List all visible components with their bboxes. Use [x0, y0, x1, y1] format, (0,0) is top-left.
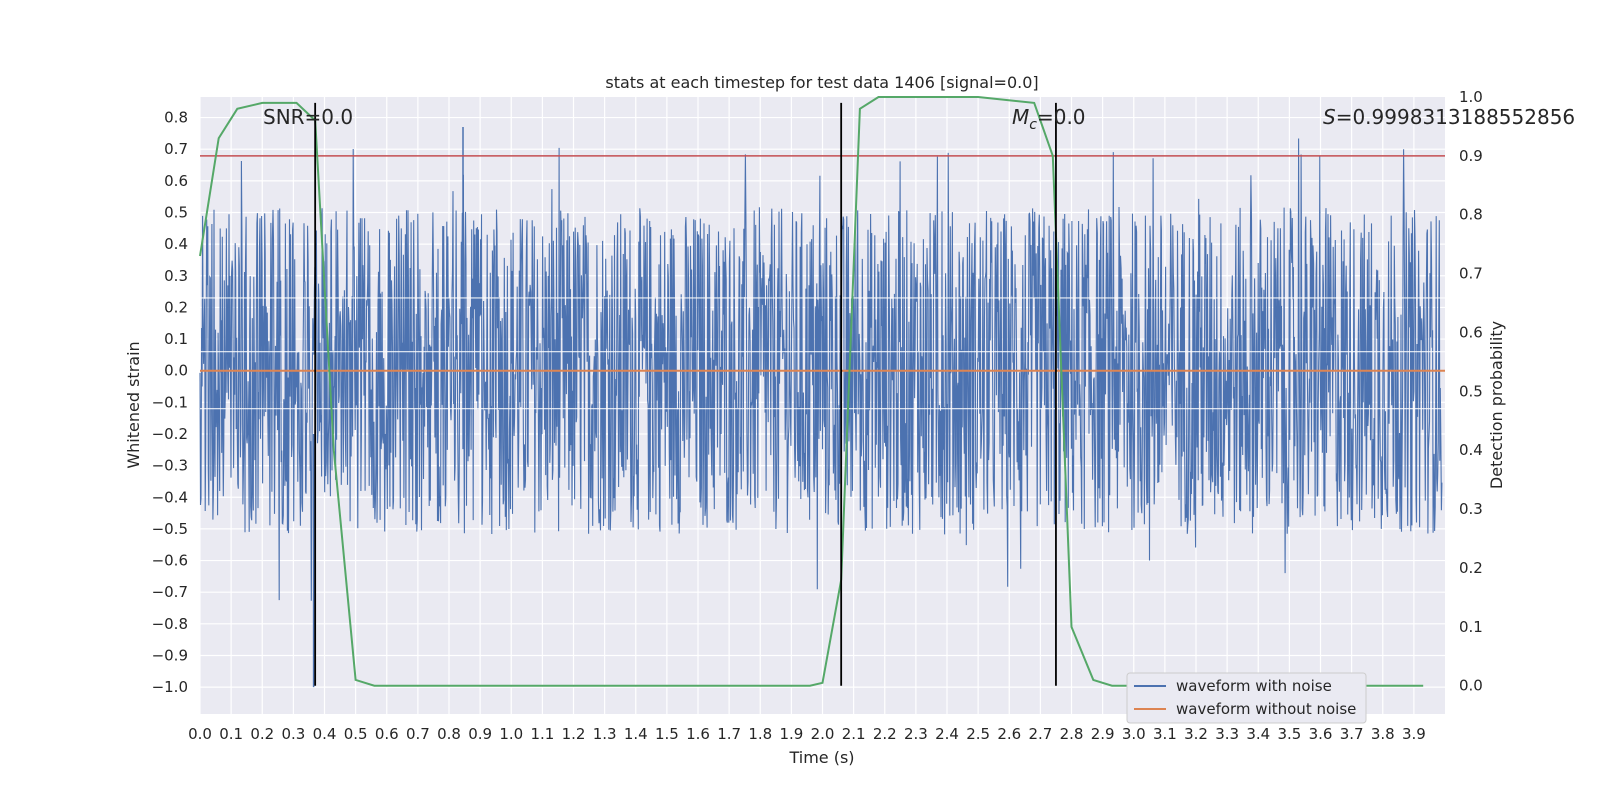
x-tick-label: 2.9 — [1091, 725, 1115, 743]
y-tick-label: 0.4 — [164, 235, 188, 253]
x-tick-label: 3.1 — [1153, 725, 1177, 743]
y-tick-label: 0.3 — [164, 267, 188, 285]
x-tick-label: 0.9 — [468, 725, 492, 743]
x-axis-ticks: 0.0 0.1 0.2 0.3 0.4 0.5 0.6 0.7 0.8 0.9 1.0 1.1 1.2 1… — [188, 725, 1426, 743]
legend: waveform with noise waveform without noi… — [1126, 672, 1367, 724]
x-tick-label: 2.5 — [966, 725, 990, 743]
legend-label-without-noise: waveform without noise — [1176, 700, 1356, 718]
x-tick-label: 1.3 — [593, 725, 617, 743]
y2-tick-label: 0.1 — [1459, 618, 1483, 636]
x-tick-label: 1.4 — [624, 725, 648, 743]
y-tick-label: 0.8 — [164, 109, 188, 127]
y2-tick-label: 0.6 — [1459, 323, 1483, 341]
x-tick-label: 3.7 — [1340, 725, 1364, 743]
s-annotation: S=0.9998313188552856 — [1323, 105, 1575, 129]
y-tick-label: −0.7 — [152, 583, 188, 601]
y2-tick-label: 0.3 — [1459, 500, 1483, 518]
x-tick-label: 3.8 — [1371, 725, 1395, 743]
y2-tick-label: 0.2 — [1459, 559, 1483, 577]
y-tick-label: 0.7 — [164, 140, 188, 158]
x-tick-label: 1.7 — [717, 725, 741, 743]
snr-annotation: SNR=0.0 — [263, 105, 353, 129]
x-tick-label: 3.5 — [1277, 725, 1301, 743]
x-tick-label: 1.2 — [562, 725, 586, 743]
y2-tick-label: 0.4 — [1459, 441, 1483, 459]
series-waveform-with-noise — [199, 127, 1443, 688]
x-tick-label: 0.1 — [219, 725, 243, 743]
x-tick-label: 3.9 — [1402, 725, 1426, 743]
y-tick-label: 0.6 — [164, 172, 188, 190]
x-tick-label: 0.3 — [281, 725, 305, 743]
y2-axis-label: Detection probability — [1487, 321, 1506, 489]
x-tick-label: 2.2 — [873, 725, 897, 743]
x-tick-label: 3.3 — [1215, 725, 1239, 743]
overlays — [199, 96, 1445, 687]
x-tick-label: 0.0 — [188, 725, 212, 743]
y-tick-label: −0.9 — [152, 646, 188, 664]
x-tick-label: 3.6 — [1309, 725, 1333, 743]
y-tick-label: −0.3 — [152, 457, 188, 475]
y-tick-label: 0.2 — [164, 298, 188, 316]
x-tick-label: 3.2 — [1184, 725, 1208, 743]
y2-axis-ticks: 1.0 0.9 0.8 0.7 0.6 0.5 0.4 0.3 0.2 0.1 0.0 — [1459, 88, 1483, 695]
y-tick-label: −0.2 — [152, 425, 188, 443]
x-tick-label: 0.6 — [375, 725, 399, 743]
x-tick-label: 1.5 — [655, 725, 679, 743]
x-tick-label: 2.0 — [811, 725, 835, 743]
y-axis-ticks: 0.8 0.7 0.6 0.5 0.4 0.3 0.2 0.1 0.0 −0.1 −0.2 −0.3 −… — [152, 109, 188, 697]
chart-title: stats at each timestep for test data 140… — [605, 73, 1038, 92]
x-tick-label: 2.3 — [904, 725, 928, 743]
mc-annotation: Mc=0.0 — [1012, 105, 1086, 133]
y-tick-label: 0.1 — [164, 330, 188, 348]
y2-tick-label: 0.9 — [1459, 147, 1483, 165]
y-tick-label: −0.6 — [152, 552, 188, 570]
x-axis-label: Time (s) — [788, 748, 854, 767]
x-tick-label: 1.9 — [779, 725, 803, 743]
x-tick-label: 1.0 — [499, 725, 523, 743]
x-tick-label: 1.1 — [530, 725, 554, 743]
x-tick-label: 3.0 — [1122, 725, 1146, 743]
y-tick-label: −0.4 — [152, 488, 188, 506]
x-tick-label: 0.8 — [437, 725, 461, 743]
y2-tick-label: 0.5 — [1459, 382, 1483, 400]
y-tick-label: 0.0 — [164, 362, 188, 380]
x-tick-label: 1.8 — [748, 725, 772, 743]
x-tick-label: 0.4 — [313, 725, 337, 743]
y2-tick-label: 0.0 — [1459, 677, 1483, 695]
noise-trace — [199, 138, 1443, 601]
y-tick-label: −0.5 — [152, 520, 188, 538]
legend-label-with-noise: waveform with noise — [1176, 677, 1332, 695]
x-tick-label: 0.2 — [250, 725, 274, 743]
y-tick-label: 0.5 — [164, 203, 188, 221]
y2-tick-label: 1.0 — [1459, 88, 1483, 106]
y2-tick-label: 0.8 — [1459, 206, 1483, 224]
x-tick-label: 2.7 — [1028, 725, 1052, 743]
y-tick-label: −0.8 — [152, 615, 188, 633]
x-tick-label: 2.6 — [997, 725, 1021, 743]
y-tick-label: −0.1 — [152, 393, 188, 411]
y-tick-label: −1.0 — [152, 678, 188, 696]
x-tick-label: 0.5 — [344, 725, 368, 743]
series-detection-probability — [199, 96, 1424, 687]
y-axis-label: Whitened strain — [124, 341, 143, 468]
x-tick-label: 1.6 — [686, 725, 710, 743]
x-tick-label: 2.8 — [1060, 725, 1084, 743]
x-tick-label: 0.7 — [406, 725, 430, 743]
x-tick-label: 2.4 — [935, 725, 959, 743]
y2-tick-label: 0.7 — [1459, 265, 1483, 283]
x-tick-label: 3.4 — [1246, 725, 1270, 743]
x-tick-label: 2.1 — [842, 725, 866, 743]
